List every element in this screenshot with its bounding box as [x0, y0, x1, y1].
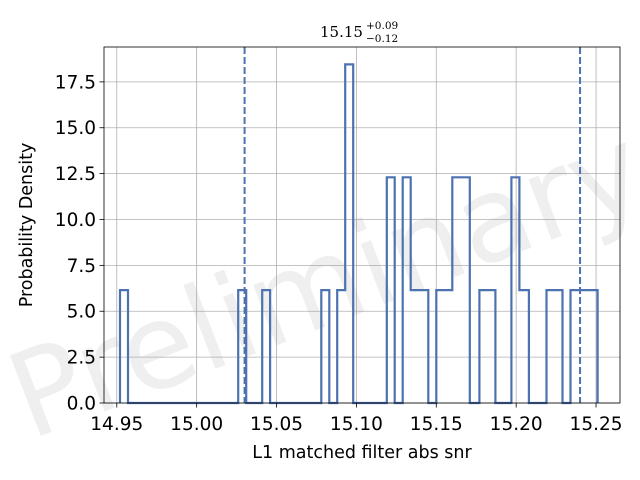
chart-title: 15.15 +0.09 −0.12 — [320, 20, 398, 45]
x-tick-label: 15.25 — [570, 414, 623, 435]
watermark: Preliminary — [0, 99, 640, 467]
title-value: 15.15 — [320, 23, 363, 41]
x-tick-label: 15.10 — [330, 414, 383, 435]
grid-layer — [104, 47, 620, 404]
y-tick-label: 12.5 — [55, 164, 96, 185]
y-tick-label: 5.0 — [67, 302, 96, 323]
x-tick-label: 14.95 — [90, 414, 143, 435]
title-upper-error: +0.09 — [366, 20, 398, 32]
x-tick-label: 15.05 — [250, 414, 303, 435]
y-tick-label: 7.5 — [67, 256, 96, 277]
y-tick-label: 0.0 — [67, 394, 96, 415]
x-axis-label: L1 matched filter abs snr — [252, 443, 472, 463]
x-tick-label: 15.15 — [410, 414, 463, 435]
x-tick-label: 15.00 — [170, 414, 223, 435]
tick-layer: 14.95 15.00 15.05 15.10 15.15 15.20 15.25 0.0 2.… — [55, 72, 623, 435]
plot-frame — [103, 46, 621, 404]
y-tick-label: 15.0 — [55, 118, 96, 139]
x-tick-label: 15.20 — [490, 414, 543, 435]
y-tick-label: 2.5 — [67, 348, 96, 369]
y-tick-label: 10.0 — [55, 210, 96, 231]
y-axis-label: Probability Density — [17, 143, 37, 308]
title-lower-error: −0.12 — [366, 33, 398, 45]
y-tick-label: 17.5 — [55, 72, 96, 93]
quantile-lines — [243, 47, 582, 403]
